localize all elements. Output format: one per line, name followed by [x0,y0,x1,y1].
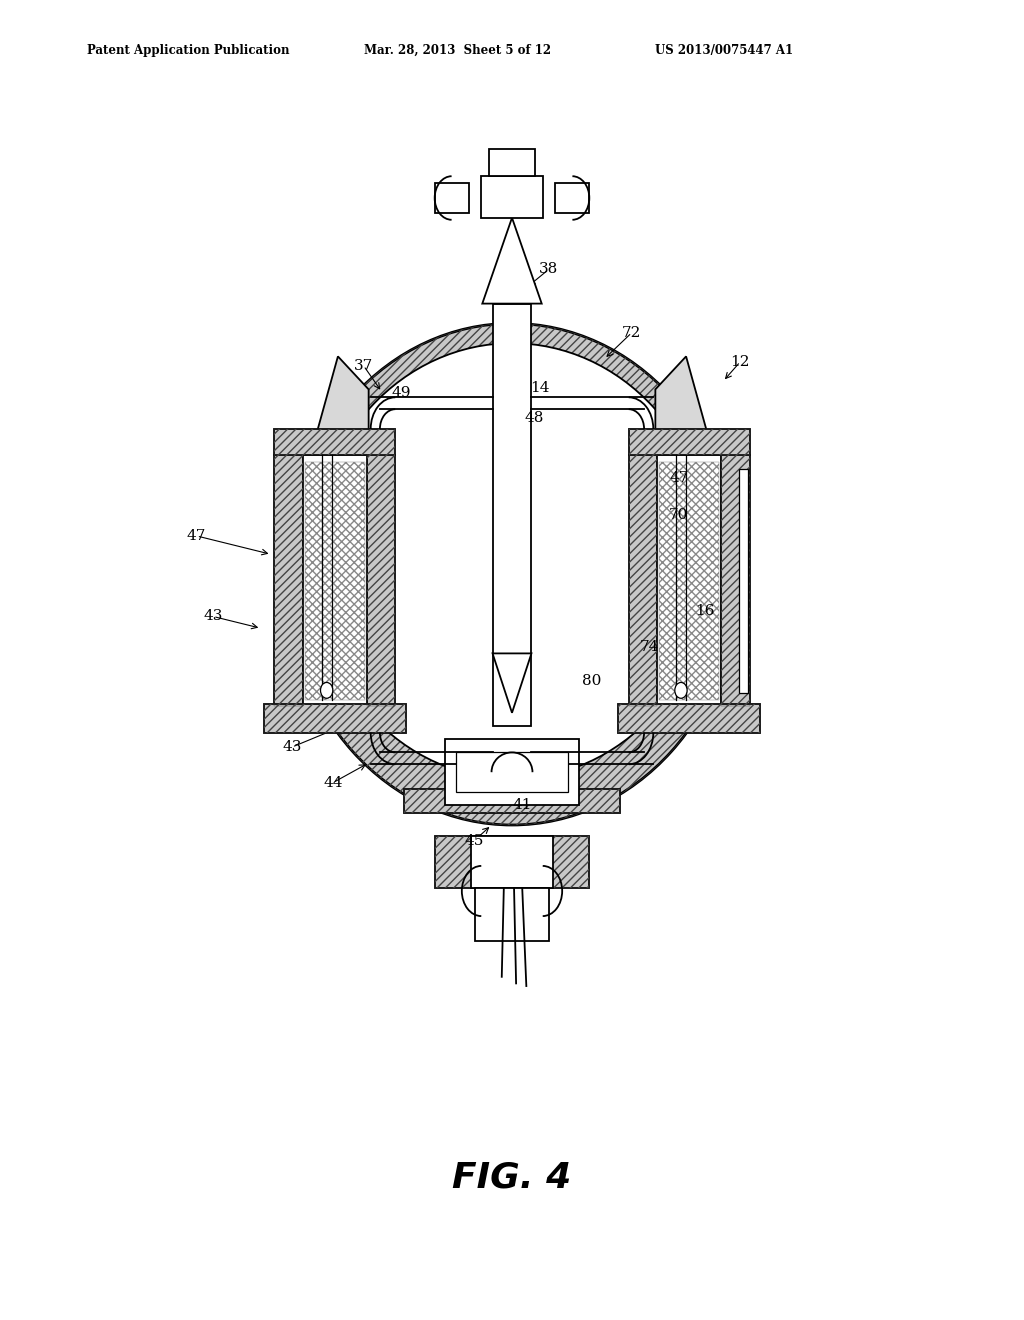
Bar [435,836,589,888]
Bar [367,455,395,706]
Bar [659,462,719,700]
Bar [456,752,568,792]
Bar [305,462,365,700]
Text: 72: 72 [623,326,641,339]
Bar [629,429,750,455]
Bar [493,304,531,726]
Bar [721,455,750,706]
Text: 16: 16 [694,605,715,618]
Text: 80: 80 [583,675,601,688]
Polygon shape [482,218,542,304]
Bar [274,455,303,706]
Bar [404,789,620,813]
Bar [555,183,589,213]
Bar [489,149,535,176]
Bar [404,789,620,813]
Bar [629,455,657,706]
Circle shape [675,682,687,698]
Bar [367,455,395,706]
Text: 49: 49 [391,387,412,400]
Bar [618,704,760,733]
Text: 43: 43 [283,741,301,754]
Bar [618,704,760,733]
Text: 38: 38 [540,263,558,276]
Text: 12: 12 [730,355,751,368]
Text: 48: 48 [525,412,544,425]
Text: 14: 14 [529,381,550,395]
Text: 47: 47 [670,471,688,484]
Text: 70: 70 [670,508,688,521]
Bar [629,455,657,706]
Text: 44: 44 [323,776,343,789]
Polygon shape [655,356,712,455]
Bar [274,455,303,706]
Text: US 2013/0075447 A1: US 2013/0075447 A1 [655,44,794,57]
Text: FIG. 4: FIG. 4 [453,1160,571,1195]
Text: 45: 45 [465,834,483,847]
Bar [264,704,406,733]
Polygon shape [493,653,531,713]
Text: Mar. 28, 2013  Sheet 5 of 12: Mar. 28, 2013 Sheet 5 of 12 [364,44,551,57]
Bar [721,455,750,706]
Text: Patent Application Publication: Patent Application Publication [87,44,290,57]
Bar [657,455,721,706]
Bar [274,429,395,455]
Text: 74: 74 [640,640,658,653]
Bar [445,739,579,805]
Bar [303,455,367,706]
Ellipse shape [287,323,737,825]
Bar [471,836,553,888]
Bar [435,836,589,888]
Circle shape [321,682,333,698]
Text: 43: 43 [204,610,222,623]
Bar [435,183,469,213]
Bar [274,429,395,455]
Bar [475,888,549,941]
Ellipse shape [312,343,712,779]
Polygon shape [312,356,369,455]
Bar [629,429,750,455]
Text: 37: 37 [354,359,373,372]
Bar [739,469,748,693]
Text: 47: 47 [187,529,206,543]
Bar [481,176,543,218]
Text: 41: 41 [512,799,532,812]
Bar [264,704,406,733]
